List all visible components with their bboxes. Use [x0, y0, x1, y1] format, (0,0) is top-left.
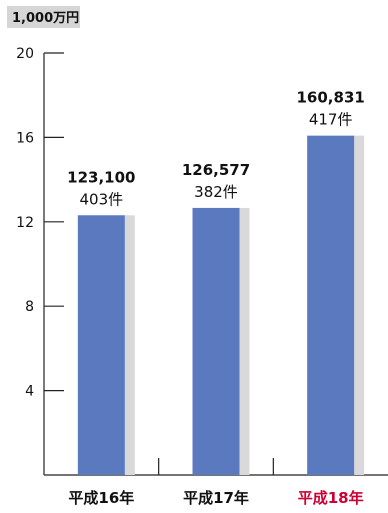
y-tick-label: 8 — [25, 299, 34, 315]
x-tick-label: 平成18年 — [298, 489, 364, 507]
count-label: 417件 — [309, 111, 353, 129]
y-tick-label: 20 — [16, 46, 34, 62]
value-label: 126,577 — [182, 161, 250, 179]
bar-3 — [307, 135, 355, 475]
value-label: 123,100 — [67, 168, 135, 186]
bar-2 — [192, 207, 240, 475]
bar-1 — [77, 215, 125, 475]
value-label: 160,831 — [297, 89, 365, 107]
y-tick-label: 12 — [16, 215, 34, 231]
y-tick-label: 4 — [25, 384, 34, 400]
axes: 4 8 12 16 20 — [16, 46, 388, 476]
bars — [77, 135, 365, 475]
unit-label-background — [7, 6, 80, 28]
bar-shadow — [354, 135, 365, 475]
bar-shadow — [239, 207, 250, 475]
bar-shadow — [124, 215, 135, 475]
count-label: 382件 — [194, 183, 238, 201]
unit-label: 1,000万円 — [12, 11, 79, 26]
y-tick-label: 16 — [16, 130, 34, 146]
x-tick-label: 平成16年 — [68, 489, 134, 507]
x-tick-label: 平成17年 — [183, 489, 249, 507]
count-label: 403件 — [80, 190, 124, 208]
